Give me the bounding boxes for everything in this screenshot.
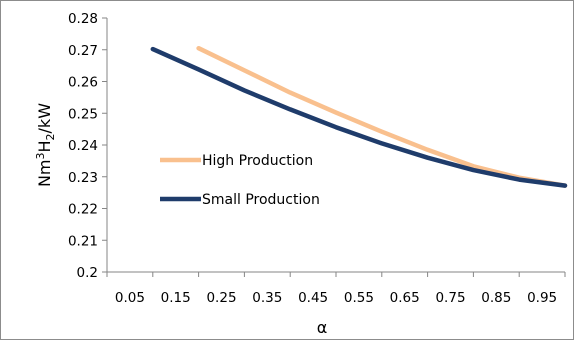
x-axis: 0.05 0.15 0.25 0.35 0.45 0.55 0.65 0.75 0.85 0.95 (106, 272, 566, 306)
y-axis-title-part: /kW (35, 103, 54, 134)
y-tick-label: 0.23 (68, 170, 98, 186)
y-tick-label: 0.27 (68, 43, 98, 59)
x-tick-label: 0.65 (390, 290, 420, 306)
x-tick-label: 0.05 (115, 290, 145, 306)
y-tick-label: 0.28 (68, 11, 98, 27)
y-axis-title-part: 3 (34, 152, 47, 159)
legend-label: Small Production (202, 192, 320, 208)
series-line-small-production (150, 46, 568, 188)
x-tick-label: 0.55 (344, 290, 374, 306)
series-layer (150, 45, 568, 188)
x-tick-label: 0.25 (206, 290, 236, 306)
x-tick-label: 0.95 (527, 290, 557, 306)
y-axis-title-part: Nm (35, 159, 54, 187)
y-tick-label: 0.26 (68, 75, 98, 91)
y-tick-label: 0.25 (68, 106, 98, 122)
y-axis: 0.2 0.21 0.22 0.23 0.24 0.25 0.26 0.27 0.28 (68, 11, 107, 281)
x-tick-label: 0.85 (481, 290, 511, 306)
x-tick-label: 0.75 (435, 290, 465, 306)
legend: High Production Small Production (160, 153, 320, 208)
legend-label: High Production (202, 153, 313, 169)
y-tick-label: 0.22 (68, 202, 98, 218)
x-axis-title: α (317, 318, 328, 337)
y-axis-title-part: 2 (44, 133, 57, 140)
y-axis-title-part: H (35, 140, 54, 152)
x-tick-label: 0.45 (298, 290, 328, 306)
x-tick-label: 0.35 (252, 290, 282, 306)
y-axis-title: Nm3H2/kW (34, 103, 57, 187)
y-tick-label: 0.24 (68, 138, 98, 154)
y-tick-label: 0.21 (68, 233, 98, 249)
series-line-high-production (196, 45, 568, 188)
y-tick-label: 0.2 (77, 265, 98, 281)
x-tick-label: 0.15 (161, 290, 191, 306)
